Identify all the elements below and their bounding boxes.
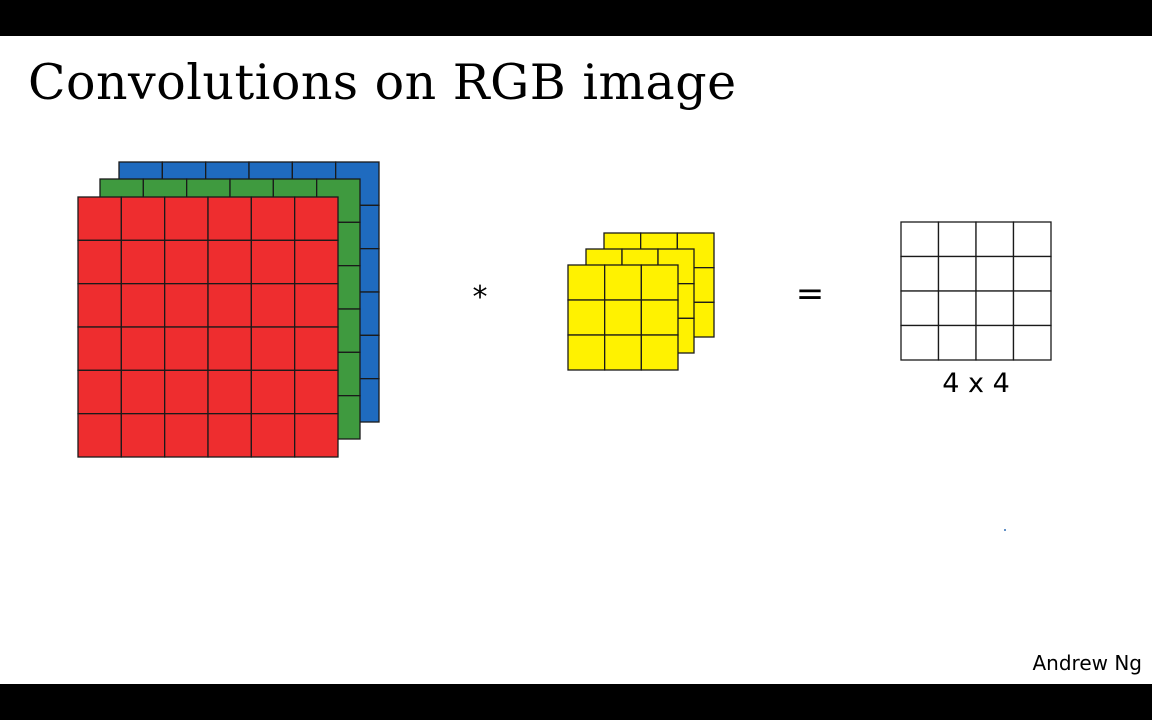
grid-cell (294, 326, 339, 371)
grid-cell (1012, 290, 1052, 327)
output-dimension-label: 4 x 4 (942, 368, 1010, 399)
grid-cell (207, 196, 252, 241)
grid-cell (640, 264, 679, 301)
grid-cell (207, 283, 252, 328)
grid-cell (164, 283, 209, 328)
pointer-dot (1004, 529, 1006, 531)
grid-cell (900, 221, 940, 258)
grid-cell (604, 334, 642, 371)
grid-cell (294, 196, 339, 241)
grid-cell (567, 264, 606, 301)
grid-cell (937, 290, 977, 327)
grid-cell (120, 196, 166, 241)
grid-cell (567, 334, 606, 371)
bottom-letterbox (0, 684, 1152, 720)
grid-cell (900, 324, 940, 361)
grid-cell (900, 255, 940, 292)
grid-cell (975, 221, 1015, 258)
grid-cell (250, 326, 296, 371)
grid-cell (640, 334, 679, 371)
grid-cell (1012, 255, 1052, 292)
grid-cell (77, 413, 122, 458)
grid-cell (164, 239, 209, 285)
grid-cell (120, 369, 166, 415)
slide: Convolutions on RGB image * = 4 x 4 Andr… (0, 36, 1152, 684)
equals-sign: = (796, 274, 825, 314)
grid-cell (164, 369, 209, 415)
grid-cell (937, 324, 977, 361)
grid-cell (120, 239, 166, 285)
convolution-operator: * (473, 280, 488, 315)
grid-cell (640, 299, 679, 336)
grid-cell (937, 255, 977, 292)
grid-cell (250, 369, 296, 415)
grid-cell (1012, 221, 1052, 258)
grid-cell (164, 413, 209, 458)
grid-cell (604, 299, 642, 336)
grid-cell (77, 369, 122, 415)
grid-cell (164, 326, 209, 371)
grid-cell (1012, 324, 1052, 361)
output-grid (900, 221, 1052, 361)
grid-cell (77, 239, 122, 285)
grid-cell (250, 283, 296, 328)
grid-cell (294, 369, 339, 415)
grid-cell (207, 369, 252, 415)
grid-cell (77, 283, 122, 328)
grid-cell (294, 283, 339, 328)
grid-cell (120, 326, 166, 371)
grid-cell (120, 413, 166, 458)
grid-cell (77, 196, 122, 241)
grid-cell (975, 255, 1015, 292)
grid-cell (294, 413, 339, 458)
grid-cell (975, 290, 1015, 327)
filter-volume (567, 232, 715, 371)
grid-cell (77, 326, 122, 371)
grid-cell (207, 413, 252, 458)
grid-cell (250, 196, 296, 241)
grid-cell (937, 221, 977, 258)
grid-cell (207, 326, 252, 371)
input-volume (77, 161, 380, 458)
grid-cell (250, 413, 296, 458)
output-cells (900, 221, 1052, 361)
input-channel-red (77, 196, 339, 458)
grid-cell (120, 283, 166, 328)
author-credit: Andrew Ng (1032, 651, 1142, 675)
grid-cell (250, 239, 296, 285)
grid-cell (567, 299, 606, 336)
grid-cell (207, 239, 252, 285)
slide-title: Convolutions on RGB image (28, 54, 737, 111)
grid-cell (604, 264, 642, 301)
convolution-diagram: * = (77, 161, 1052, 458)
grid-cell (975, 324, 1015, 361)
filter-channel-front (567, 264, 679, 371)
grid-cell (294, 239, 339, 285)
grid-cell (164, 196, 209, 241)
grid-cell (900, 290, 940, 327)
top-letterbox (0, 0, 1152, 36)
